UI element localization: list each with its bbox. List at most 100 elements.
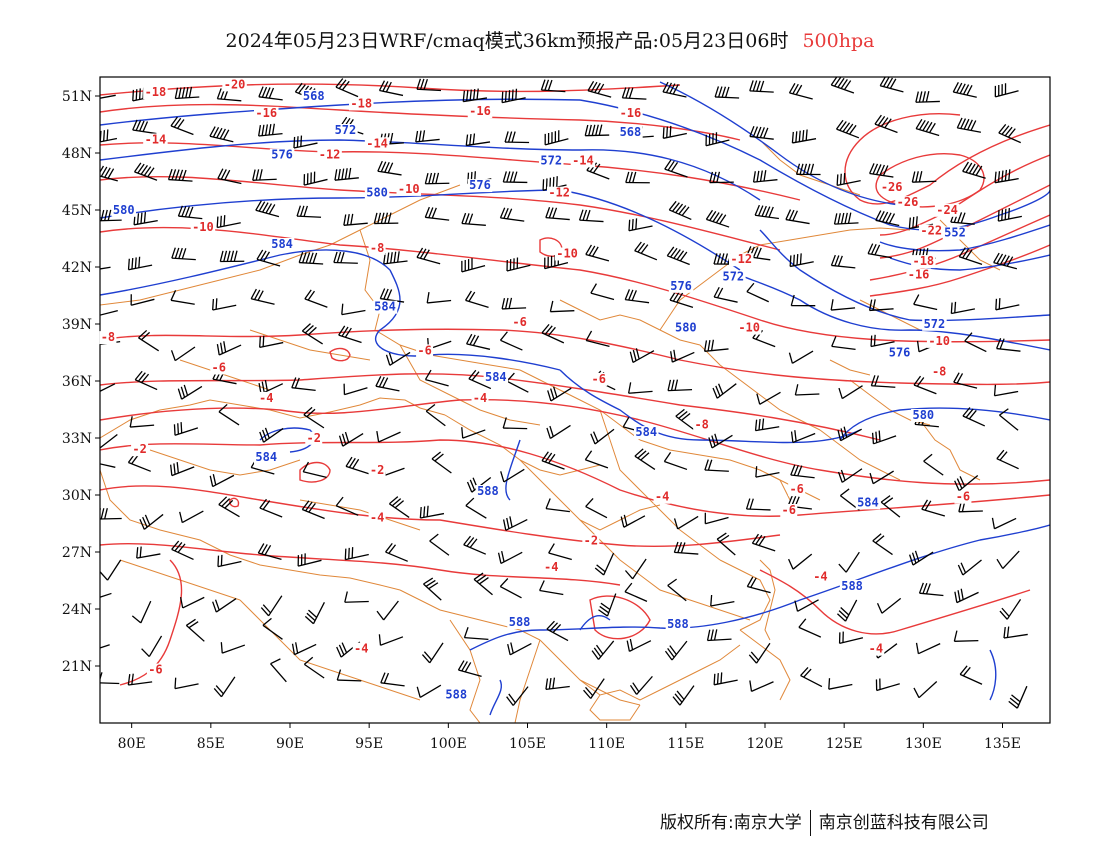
- wind-barb: [746, 576, 771, 594]
- wind-barb: [466, 333, 491, 350]
- lat-tick-label: 51N: [62, 89, 92, 105]
- height-label-bg: [887, 346, 912, 360]
- wind-barb: [1008, 685, 1028, 709]
- temperature-label: -2: [132, 442, 146, 456]
- wind-barb: [751, 533, 776, 552]
- wind-barb: [790, 294, 816, 307]
- wind-barb: [908, 550, 934, 566]
- wind-barb: [541, 451, 565, 470]
- wind-barb: [100, 129, 118, 143]
- lat-tick-label: 39N: [62, 317, 92, 333]
- height-label-bg: [839, 580, 865, 593]
- temperature-label: -26: [881, 180, 903, 194]
- lat-tick-label: 48N: [62, 146, 92, 162]
- wind-barb: [672, 685, 695, 706]
- wind-barb: [303, 656, 325, 679]
- wind-barb: [828, 678, 853, 690]
- height-label: 572: [335, 123, 357, 137]
- wind-barb: [673, 541, 699, 555]
- wind-barb: [621, 87, 647, 100]
- height-label-bg: [333, 124, 358, 137]
- wind-barb: [709, 171, 734, 184]
- height-label: 588: [477, 484, 499, 498]
- wind-barb: [954, 475, 979, 492]
- wind-barb: [913, 375, 937, 395]
- wind-barb: [304, 289, 328, 308]
- wind-barb: [131, 600, 152, 624]
- lat-tick-label: 42N: [62, 260, 92, 276]
- temperature-label-bg: [653, 490, 671, 504]
- wind-barb: [501, 297, 527, 310]
- wind-barb: [424, 369, 449, 387]
- wind-barb: [100, 433, 118, 449]
- wind-barb: [788, 553, 813, 570]
- wind-barb: [127, 673, 153, 686]
- wind-barb: [171, 247, 196, 261]
- wind-barb: [167, 168, 193, 182]
- wind-barb: [129, 416, 155, 428]
- temperature-label: -4: [370, 511, 384, 525]
- temperature-label: -2: [370, 463, 384, 477]
- wind-barb: [497, 550, 523, 565]
- temperature-label-bg: [146, 663, 164, 677]
- height-label-bg: [507, 616, 532, 630]
- wind-barb: [341, 303, 366, 316]
- wind-barb: [259, 427, 284, 443]
- temperature-label: -4: [813, 570, 827, 584]
- wind-barb: [100, 559, 122, 581]
- wind-barb: [250, 288, 275, 305]
- wind-barb: [879, 77, 904, 93]
- temperature-label-bg: [222, 78, 247, 92]
- height-label-bg: [721, 270, 746, 284]
- height-label-bg: [539, 154, 564, 168]
- height-label: 576: [889, 345, 911, 359]
- wind-barb: [507, 642, 532, 656]
- wind-barb: [836, 172, 861, 187]
- wind-barb: [461, 258, 486, 273]
- wind-barb: [664, 159, 688, 178]
- wind-barb: [578, 209, 604, 223]
- wind-barb: [270, 658, 287, 683]
- wind-barb: [506, 686, 529, 706]
- temperature-label-bg: [317, 148, 342, 162]
- wind-barb: [918, 582, 944, 597]
- wind-barb: [379, 288, 405, 303]
- height-label-bg: [269, 238, 295, 251]
- temperature-label: -6: [512, 315, 526, 329]
- wind-barb: [705, 209, 730, 228]
- wind-barb: [139, 513, 164, 530]
- wind-barb: [213, 676, 236, 698]
- wind-barb: [179, 596, 205, 609]
- wind-barb: [712, 383, 737, 399]
- height-label: 572: [722, 269, 744, 283]
- wind-barb: [957, 559, 982, 576]
- temperature-label: -22: [920, 224, 942, 238]
- wind-barb: [585, 330, 610, 348]
- wind-barb: [100, 644, 110, 649]
- wind-barb: [626, 638, 652, 652]
- temperature-label-bg: [190, 220, 216, 234]
- height-label: 588: [445, 687, 467, 701]
- latitude-axis: 51N 48N 45N 42N 39N 36N 33N 30N 27N 24N 21N: [62, 89, 100, 675]
- wind-barb: [875, 210, 900, 227]
- wind-barb: [915, 642, 941, 655]
- wind-barb: [291, 377, 316, 392]
- wind-barb: [303, 171, 328, 186]
- height-label-bg: [475, 485, 501, 498]
- wind-barb: [185, 618, 205, 642]
- wind-barb: [335, 78, 359, 98]
- wind-barb: [996, 338, 1021, 352]
- wind-barb: [127, 256, 153, 271]
- temperature-label: -10: [556, 247, 578, 261]
- wind-barb: [338, 325, 362, 344]
- wind-barb: [173, 422, 199, 436]
- temperature-label: -10: [398, 182, 420, 196]
- wind-barb: [465, 133, 491, 147]
- wind-barb: [174, 86, 200, 100]
- wind-barb: [664, 640, 688, 661]
- wind-barb: [539, 580, 564, 596]
- wind-barb: [583, 678, 605, 699]
- wind-barb: [502, 516, 528, 531]
- wind-barb: [373, 212, 399, 225]
- temperature-label-bg: [867, 642, 885, 656]
